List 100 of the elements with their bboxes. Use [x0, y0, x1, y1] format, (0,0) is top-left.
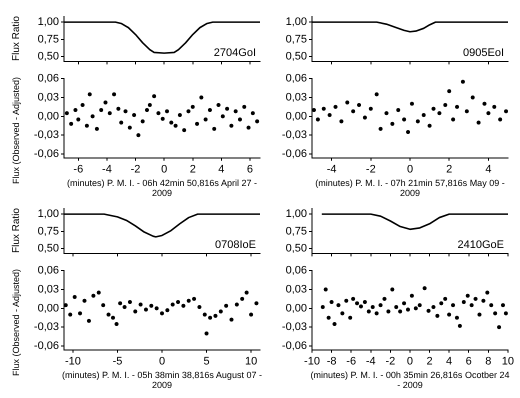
point: [368, 106, 373, 111]
y-tick-label: 1,00: [286, 208, 307, 220]
point: [202, 312, 207, 317]
point: [447, 89, 452, 94]
point: [238, 117, 242, 122]
point: [174, 124, 178, 128]
point: [242, 104, 246, 109]
point: [216, 102, 221, 108]
x-tick-label: -8: [326, 355, 336, 368]
point: [255, 119, 260, 124]
x-tick-label: -6: [73, 163, 84, 176]
y-tick-label: 0,03: [286, 283, 307, 296]
point: [466, 294, 470, 298]
point: [384, 111, 389, 116]
point: [500, 303, 506, 308]
point: [406, 308, 410, 312]
y-tick-label: 0,75: [286, 225, 307, 238]
x-tick-label: -4: [102, 163, 112, 176]
point: [128, 300, 132, 304]
x-tick-label: -4: [326, 163, 336, 176]
point: [416, 119, 420, 124]
point: [332, 322, 337, 326]
point: [106, 312, 111, 317]
y-tick-label: 0,75: [286, 33, 307, 46]
point: [410, 294, 414, 298]
y-tick-label: 0,06: [286, 264, 307, 277]
x-tick-label: 10: [244, 355, 258, 368]
point: [64, 303, 68, 308]
y-tick-label: -0,06: [34, 340, 59, 352]
annotation: 0905EoI: [463, 46, 504, 59]
x-tick-label: 8: [485, 355, 492, 368]
point: [437, 111, 442, 116]
point: [204, 117, 208, 122]
point: [144, 308, 148, 312]
y-tick-label: 0,00: [38, 302, 59, 314]
point: [181, 304, 186, 308]
point: [80, 102, 85, 108]
point: [418, 303, 422, 308]
point: [330, 300, 334, 304]
x-tick-label: 0: [406, 163, 414, 176]
point: [72, 294, 77, 300]
x-tick-label: 0: [158, 355, 166, 368]
point: [422, 113, 426, 118]
y-tick-label: 1,00: [38, 16, 59, 28]
point: [197, 305, 202, 310]
y-tick-label: 1,00: [286, 16, 307, 28]
y-tick-label: 0,75: [38, 33, 59, 46]
x-axis-title: (minutes) P. M. I. - 06h 42min 50,816s April 27 - 2009: [66, 178, 258, 198]
point: [160, 311, 164, 316]
x-axis-title: (minutes) P. M. I. - 00h 35min 26,816s Ocotber 24 - 2009: [310, 370, 510, 390]
point: [138, 302, 143, 307]
x-tick-label: -4: [366, 355, 376, 368]
point: [402, 117, 406, 122]
point: [132, 113, 136, 118]
point: [118, 301, 122, 306]
point: [114, 322, 119, 326]
point: [73, 108, 78, 112]
y-axis-title: Flux (Observed - Adjusted): [11, 269, 21, 377]
x-tick-label: 4: [485, 163, 492, 176]
point: [394, 305, 398, 310]
y-tick-label: 0,03: [38, 283, 59, 296]
y-tick-label: 0,50: [286, 50, 307, 63]
point: [378, 126, 383, 131]
point: [312, 108, 316, 112]
y-tick-label: -0,06: [282, 148, 307, 160]
point: [390, 287, 394, 292]
point: [88, 92, 92, 96]
point: [462, 300, 466, 304]
point: [99, 108, 104, 112]
point: [234, 109, 238, 114]
point: [322, 106, 326, 111]
x-tick-label: 0: [406, 355, 414, 368]
point: [220, 114, 225, 118]
x-tick-label: 4: [218, 163, 224, 176]
x-tick-label: 4: [446, 355, 452, 368]
x-tick-label: 0: [161, 163, 168, 176]
point: [486, 111, 490, 116]
point: [195, 122, 200, 126]
point: [156, 111, 160, 116]
x-axis-title: (minutes) P. M. I. - 05h 38min 38,816s August 07 - 2009: [61, 370, 263, 390]
point: [426, 308, 431, 313]
point: [119, 120, 124, 125]
point: [470, 303, 474, 308]
y-tick-label: 0,03: [38, 91, 59, 104]
point: [396, 108, 400, 112]
point: [497, 325, 502, 330]
point: [234, 302, 239, 307]
x-tick-label: -6: [346, 355, 356, 368]
point: [82, 298, 87, 303]
point: [240, 296, 244, 301]
point: [96, 290, 101, 295]
point: [458, 324, 462, 328]
y-axis-title: Flux Ratio: [10, 208, 22, 254]
point: [94, 126, 99, 131]
annotation: 2704GoI: [214, 46, 256, 59]
point: [333, 104, 338, 109]
y-tick-label: 0,06: [38, 264, 59, 277]
point: [504, 109, 508, 114]
point: [225, 106, 230, 111]
y-tick-label: 0,00: [286, 302, 307, 314]
